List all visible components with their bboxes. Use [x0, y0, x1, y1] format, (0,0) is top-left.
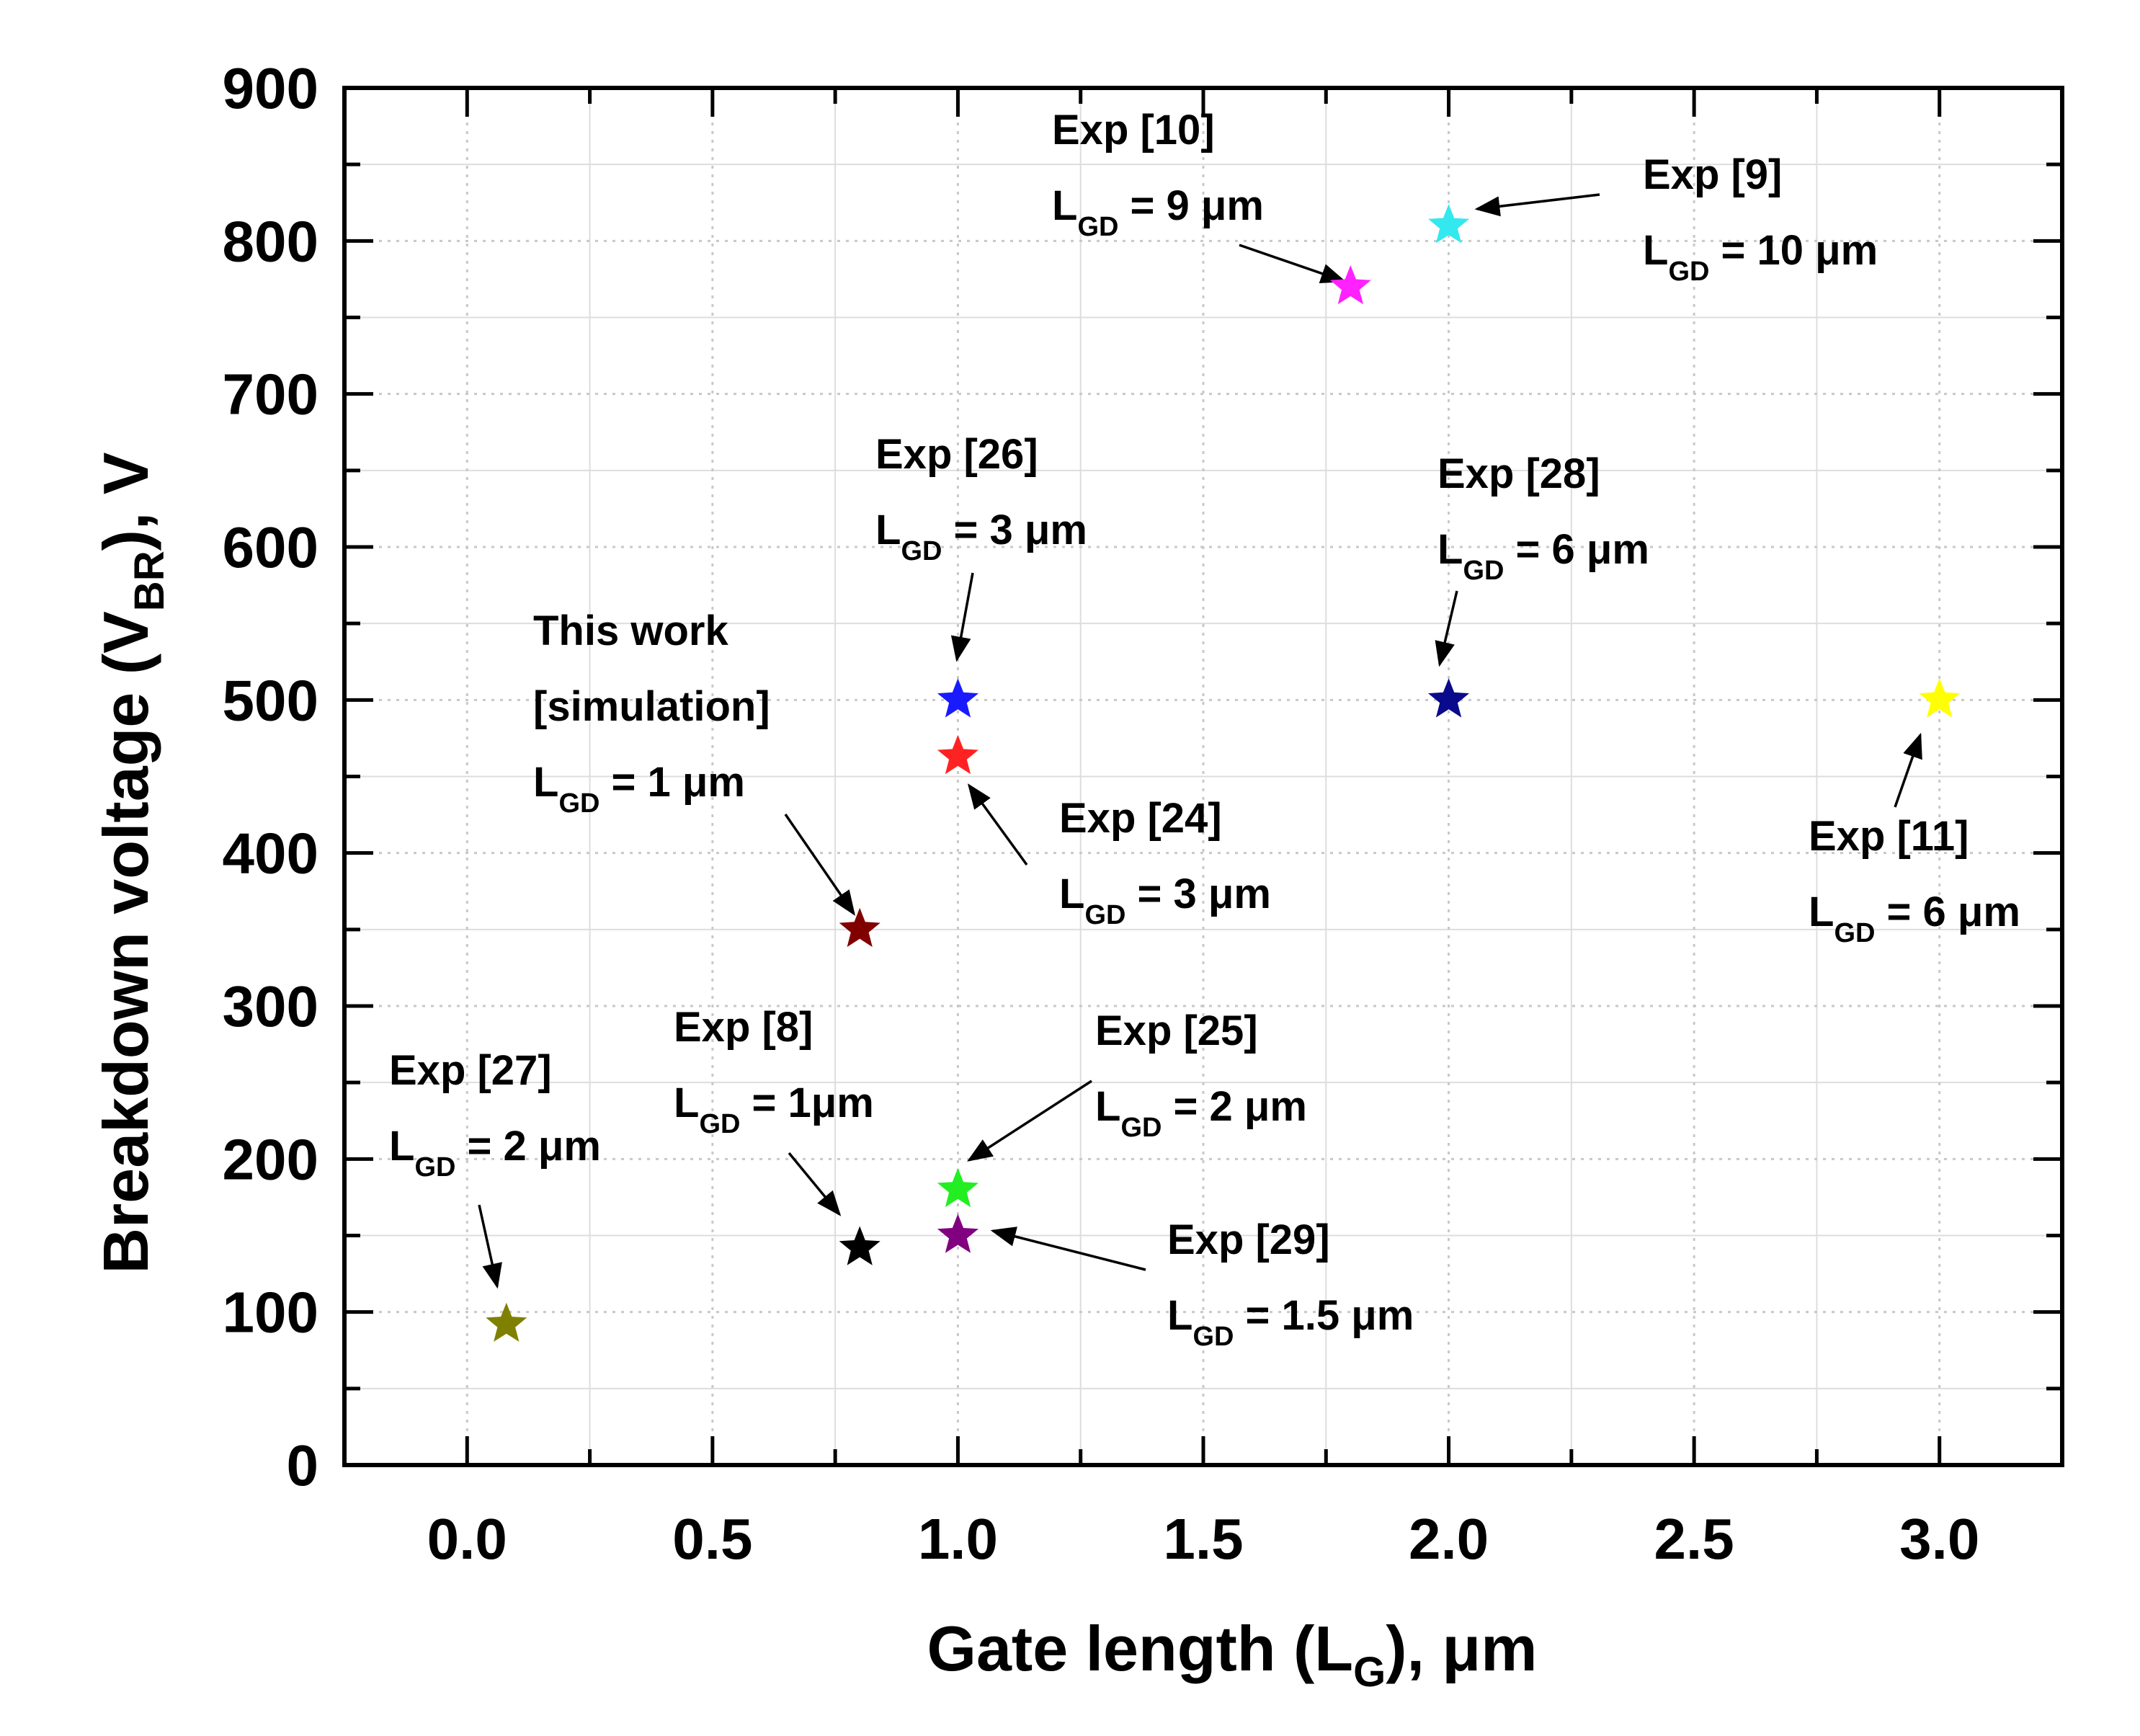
- annotation-lgd-exp-8: LGD = 1μm: [674, 1080, 874, 1139]
- star-point-exp-8: [839, 1226, 880, 1265]
- x-tick-label: 3.0: [1899, 1507, 1979, 1571]
- star-point-exp-10: [1329, 265, 1371, 305]
- annotation-exp-8: Exp [8] LGD = 1μm: [674, 1004, 874, 1139]
- annotation-title-exp-28: Exp [28]: [1437, 450, 1600, 497]
- annotation-title-exp-29: Exp [29]: [1167, 1216, 1330, 1263]
- annotation-exp-24: Exp [24] LGD = 3 μm: [1059, 795, 1271, 930]
- data-points: [486, 204, 1961, 1342]
- axis-ticks: 0.0 0.5 1.0 1.5 2.0 2.5 3.0 0 100 200 300 400 500 600…: [223, 56, 2062, 1571]
- y-axis-title-sub: BR: [126, 551, 173, 611]
- annotation-exp-9: Exp [9] LGD = 10 μm: [1643, 151, 1878, 287]
- annotation-lgd-exp-10: LGD = 9 μm: [1052, 182, 1264, 242]
- y-tick-label: 700: [223, 362, 318, 427]
- y-tick-label: 300: [223, 974, 318, 1038]
- annotation-lgd-exp-29: LGD = 1.5 μm: [1167, 1292, 1414, 1352]
- y-axis-title-tail: ), V: [90, 452, 161, 551]
- x-tick-label: 0.5: [672, 1507, 752, 1571]
- arrow-exp-28: [1435, 590, 1458, 667]
- annotation-title-exp-27: Exp [27]: [389, 1047, 552, 1094]
- x-tick-label: 1.0: [918, 1507, 998, 1571]
- annotation-lgd-this-work: LGD = 1 μm: [533, 759, 745, 819]
- star-point-exp-26: [937, 678, 978, 718]
- x-tick-label: 2.0: [1409, 1507, 1489, 1571]
- annotation-exp-25: Exp [25] LGD = 2 μm: [1095, 1007, 1307, 1143]
- arrow-exp-27: [478, 1204, 502, 1289]
- annotation-exp-27: Exp [27] LGD = 2 μm: [389, 1047, 601, 1183]
- arrow-exp-10: [1239, 244, 1347, 283]
- y-tick-label: 900: [223, 56, 318, 120]
- x-tick-label: 1.5: [1163, 1507, 1243, 1571]
- star-point-exp-27: [486, 1302, 527, 1342]
- x-tick-label: 2.5: [1654, 1507, 1734, 1571]
- annotation-exp-29: Exp [29] LGD = 1.5 μm: [1167, 1216, 1414, 1352]
- grid: [344, 88, 2062, 1465]
- y-axis-title-main: Breakdown voltage (V: [90, 611, 161, 1274]
- y-axis-title: Breakdown voltage (VBR), V: [90, 452, 173, 1273]
- annotation-title-exp-10: Exp [10]: [1052, 107, 1215, 153]
- y-tick-label: 500: [223, 668, 318, 732]
- y-tick-label: 800: [223, 209, 318, 273]
- annotation-lgd-exp-24: LGD = 3 μm: [1059, 871, 1271, 930]
- star-point-exp-11: [1919, 678, 1961, 718]
- x-axis-title-sub: G: [1353, 1649, 1386, 1696]
- star-point-exp-9: [1428, 204, 1470, 244]
- annotation-lgd-exp-11: LGD = 6 μm: [1809, 889, 2020, 948]
- annotation-title-exp-25: Exp [25]: [1095, 1007, 1258, 1054]
- y-tick-label: 100: [223, 1281, 318, 1345]
- annotation-title-this-work: [simulation]: [533, 683, 770, 730]
- annotation-exp-26: Exp [26] LGD = 3 μm: [875, 431, 1087, 566]
- arrow-this-work: [784, 814, 855, 916]
- annotation-title-exp-9: Exp [9]: [1643, 151, 1782, 198]
- arrow-exp-11: [1894, 732, 1922, 808]
- annotation-title-this-work: This work: [533, 607, 728, 654]
- star-point-exp-25: [937, 1167, 978, 1208]
- arrow-exp-25: [967, 1080, 1092, 1162]
- x-axis-title-main: Gate length (L: [927, 1613, 1354, 1684]
- arrow-exp-9: [1474, 193, 1600, 217]
- star-point-this-work: [839, 907, 880, 948]
- annotation-title-exp-26: Exp [26]: [875, 431, 1038, 478]
- star-point-exp-24: [937, 734, 978, 775]
- y-tick-label: 200: [223, 1127, 318, 1191]
- x-axis-title: Gate length (LG), μm: [927, 1613, 1538, 1696]
- star-point-exp-29: [937, 1214, 978, 1253]
- x-axis-title-tail: ), μm: [1386, 1613, 1537, 1684]
- arrow-exp-29: [990, 1227, 1146, 1271]
- annotation-lgd-exp-9: LGD = 10 μm: [1643, 227, 1878, 287]
- annotation-arrows: [478, 193, 1922, 1289]
- annotation-lgd-exp-26: LGD = 3 μm: [875, 507, 1087, 566]
- star-point-exp-28: [1428, 678, 1470, 718]
- annotation-exp-11: Exp [11] LGD = 6 μm: [1809, 813, 2020, 948]
- annotation-lgd-exp-27: LGD = 2 μm: [389, 1123, 601, 1183]
- annotation-labels: This work [simulation] LGD = 1 μm Exp [8] LG…: [389, 107, 2020, 1352]
- x-tick-label: 0.0: [427, 1507, 507, 1571]
- arrow-exp-26: [950, 572, 974, 662]
- annotation-title-exp-24: Exp [24]: [1059, 795, 1222, 842]
- annotation-exp-28: Exp [28] LGD = 6 μm: [1437, 450, 1649, 586]
- y-tick-label: 600: [223, 515, 318, 579]
- y-tick-label: 400: [223, 822, 318, 886]
- annotation-lgd-exp-28: LGD = 6 μm: [1437, 526, 1649, 586]
- annotation-lgd-exp-25: LGD = 2 μm: [1095, 1083, 1307, 1143]
- arrow-exp-8: [788, 1152, 842, 1216]
- y-tick-label: 0: [287, 1433, 319, 1497]
- annotation-title-exp-11: Exp [11]: [1809, 813, 1969, 860]
- annotation-title-exp-8: Exp [8]: [674, 1004, 813, 1051]
- arrow-exp-24: [967, 783, 1028, 866]
- annotation-this-work: This work [simulation] LGD = 1 μm: [533, 607, 770, 819]
- annotation-exp-10: Exp [10] LGD = 9 μm: [1052, 107, 1264, 242]
